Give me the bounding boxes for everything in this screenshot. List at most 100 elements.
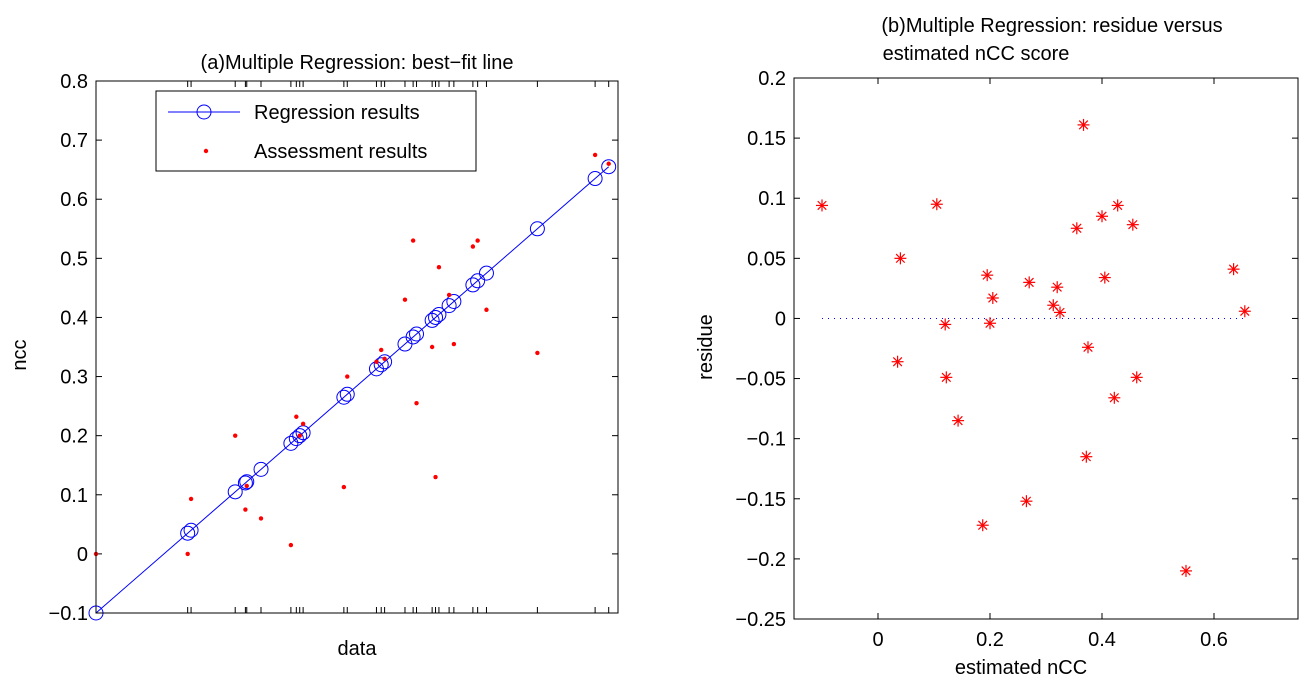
residue-point xyxy=(1054,306,1066,319)
assessment-point xyxy=(300,421,306,427)
chart-b-ytick-label: 0.05 xyxy=(747,248,786,270)
assessment-point xyxy=(484,307,489,312)
regression-point xyxy=(529,221,545,237)
chart-b-ytick-label: −0.2 xyxy=(747,549,786,571)
chart-b-ytick-label: −0.25 xyxy=(735,609,786,631)
residue-point xyxy=(1070,222,1083,235)
chart-b-xtick-label: 0 xyxy=(872,629,883,651)
residue-point xyxy=(1098,271,1111,284)
chart-b-plot-frame xyxy=(793,77,1299,620)
regression-point xyxy=(409,326,425,342)
residue-point xyxy=(1108,391,1121,404)
chart-a-ytick-label: 0.3 xyxy=(60,367,88,389)
assessment-point xyxy=(382,356,387,362)
assessment-point xyxy=(410,238,416,243)
chart-a-ytick-label: 0.8 xyxy=(60,71,88,93)
residue-point xyxy=(1126,218,1139,231)
assessment-point xyxy=(374,359,379,364)
assessment-point xyxy=(414,400,419,406)
regression-point xyxy=(465,277,481,293)
assessment-point xyxy=(451,341,457,347)
chart-b-ylabel: residue xyxy=(695,314,717,380)
residue-point xyxy=(986,292,999,305)
assessment-point xyxy=(233,433,238,438)
regression-point xyxy=(180,525,196,541)
regression-point xyxy=(237,475,253,491)
assessment-point xyxy=(294,414,299,419)
residue-point xyxy=(1023,276,1036,289)
residue-point xyxy=(940,371,953,384)
regression-line xyxy=(95,166,610,614)
regression-point xyxy=(227,484,243,500)
assessment-point xyxy=(470,244,476,249)
chart-b-xtick-labels: 0 0.2 0.4 0.6 xyxy=(872,629,1227,651)
residue-point xyxy=(981,269,994,282)
residue-point xyxy=(976,519,989,532)
regression-point xyxy=(431,306,447,322)
residue-point xyxy=(952,414,965,427)
chart-b-ytick-label: 0.1 xyxy=(758,188,786,210)
chart-a-ytick-label: 0.5 xyxy=(60,248,88,270)
regression-point xyxy=(601,159,617,175)
chart-b-xtick-label: 0.6 xyxy=(1200,629,1228,651)
regression-point xyxy=(441,298,457,314)
chart-b-ytick-label: 0 xyxy=(775,308,786,330)
chart-b-title: (b)Multiple Regression: residue versus xyxy=(881,15,1222,37)
assessment-point xyxy=(188,496,194,502)
residue-point xyxy=(1180,564,1192,577)
assessment-point xyxy=(341,484,347,490)
chart-a-ytick-label: 0.2 xyxy=(60,426,88,448)
residue-point xyxy=(1020,495,1033,508)
chart-a-ytick-label: −0.1 xyxy=(49,603,88,625)
legend-regression-label: Regression results xyxy=(254,102,420,124)
assessment-point xyxy=(475,238,480,243)
assessment-point xyxy=(258,516,264,521)
residue-point xyxy=(1130,371,1143,384)
chart-b-ytick-label: −0.05 xyxy=(735,369,786,391)
chart-b-ytick-label: −0.15 xyxy=(735,489,786,511)
regression-point xyxy=(373,357,389,373)
residue-point xyxy=(1077,118,1090,131)
assessment-point xyxy=(288,542,294,548)
chart-a-title: (a)Multiple Regression: best−fit line xyxy=(201,52,514,74)
chart-b-subtitle: estimated nCC score xyxy=(883,43,1070,65)
residue-point xyxy=(1238,305,1251,318)
residue-point xyxy=(894,252,907,265)
chart-b-xtick-label: 0.4 xyxy=(1088,629,1116,651)
regression-point xyxy=(336,389,352,405)
chart-b-ytick-labels: −0.25 −0.2 −0.15 −0.1 −0.05 0 0.05 0.1 0.15 0.2 xyxy=(735,68,786,631)
regression-point xyxy=(183,522,199,538)
assessment-point xyxy=(345,374,350,379)
chart-b-ytick-label: 0.15 xyxy=(747,128,786,150)
regression-point xyxy=(239,474,255,490)
residue-point xyxy=(1051,281,1064,294)
residue-point xyxy=(984,317,996,330)
legend-regression-marker xyxy=(196,104,212,120)
assessment-point xyxy=(606,161,611,166)
residue-point xyxy=(1082,341,1094,354)
regression-point xyxy=(478,265,494,281)
chart-b-residue-points xyxy=(816,118,1251,577)
assessment-point xyxy=(535,350,540,356)
chart-a-legend: Regression results Assessment results xyxy=(155,90,477,172)
assessment-point xyxy=(185,551,190,557)
residue-point xyxy=(1096,210,1108,223)
assessment-point xyxy=(379,347,384,353)
chart-a: (a)Multiple Regression: best−fit line nc… xyxy=(9,52,619,660)
assessment-point xyxy=(592,152,598,158)
regression-point xyxy=(292,428,308,444)
legend-assessment-marker xyxy=(203,148,209,154)
legend-assessment-label: Assessment results xyxy=(254,141,427,163)
assessment-point xyxy=(244,483,249,489)
chart-a-plot-frame xyxy=(95,80,619,614)
residue-point xyxy=(930,198,943,211)
residue-point xyxy=(1227,263,1240,276)
chart-b-ytick-label: −0.1 xyxy=(747,429,786,451)
assessment-point xyxy=(433,474,438,480)
regression-point xyxy=(253,461,269,477)
chart-a-ylabel: ncc xyxy=(9,339,31,370)
chart-a-ytick-label: 0.6 xyxy=(60,189,88,211)
residue-point xyxy=(1080,450,1093,463)
regression-point xyxy=(428,309,444,325)
